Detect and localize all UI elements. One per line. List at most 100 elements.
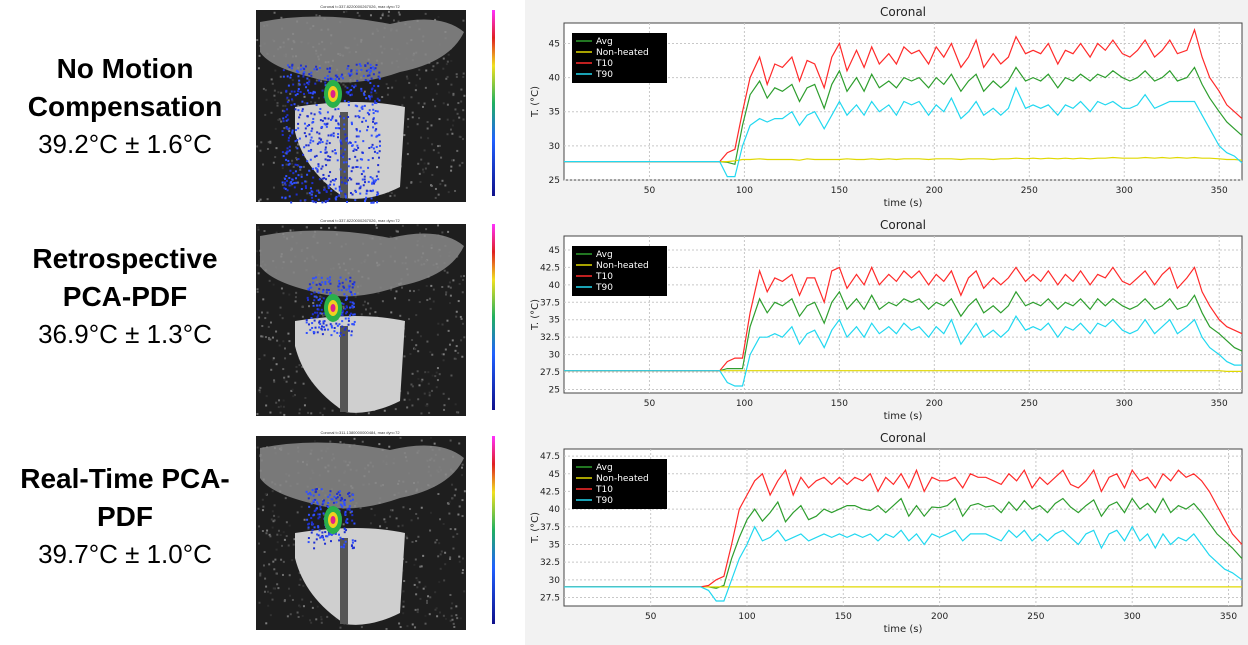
y-tick-label: 35 [549, 108, 560, 118]
mri-thermal-map-2: Coronal t=337.8220000267026, max dyn=72 [250, 216, 495, 426]
row-title-line1: No Motion [56, 53, 194, 84]
row-title-line1: Real-Time PCA- [20, 463, 230, 494]
mri-catheter [340, 538, 348, 624]
series-line-avg [564, 290, 1243, 372]
mri-thermal-overlay [281, 62, 381, 204]
x-tick-label: 200 [931, 612, 948, 622]
chart-title: Coronal [880, 431, 926, 445]
mri-caption: Coronal t=337.8220000267026, max dyn=72 [320, 218, 400, 223]
x-tick-label: 250 [1027, 612, 1044, 622]
y-tick-label: 27.5 [540, 594, 560, 604]
y-axis-label: T. (°C) [530, 512, 541, 544]
row-title-line2: PCA-PDF [62, 281, 188, 312]
series-line-t10 [564, 265, 1243, 372]
legend-entry: Avg [596, 37, 613, 47]
x-tick-label: 100 [736, 399, 753, 409]
mri-phantom [295, 316, 405, 413]
chart-title: Coronal [880, 218, 926, 232]
mri-catheter [340, 326, 348, 412]
temperature-chart-3: Coronal 50 100 150 200 250 300 350 27.5 30 32.5 35 3… [528, 426, 1248, 638]
chart-svg: Coronal 50 100 150 200 250 300 350 25 27.5 30 32.5 3… [530, 218, 1243, 422]
legend-entry: T10 [595, 272, 613, 282]
y-tick-label: 35 [549, 316, 560, 326]
x-tick-label: 50 [644, 399, 656, 409]
row-temperature-value: 39.7°C ± 1.0°C [38, 539, 212, 569]
legend-entry: T90 [595, 283, 613, 293]
y-tick-label: 45 [549, 470, 560, 480]
x-tick-label: 250 [1021, 186, 1038, 196]
y-tick-label: 30 [549, 351, 561, 361]
y-tick-label: 35 [549, 540, 560, 550]
mri-anatomy-upper [260, 442, 464, 509]
mri-anatomy-upper [260, 16, 464, 83]
mri-caption: Coronal t=337.8220000267026, max dyn=72 [320, 4, 400, 9]
x-tick-label: 250 [1021, 399, 1038, 409]
y-tick-label: 40 [549, 281, 561, 291]
temperature-chart-2: Coronal 50 100 150 200 250 300 350 25 27.5 30 32.5 3… [528, 213, 1248, 425]
x-tick-label: 350 [1211, 399, 1228, 409]
y-tick-label: 25 [549, 386, 560, 396]
chart-svg: Coronal 50 100 150 200 250 300 350 27.5 30 32.5 35 3… [530, 431, 1243, 635]
mri-image: Coronal t=311.1380000000484, max dyn=72 [256, 430, 495, 630]
y-tick-label: 32.5 [540, 558, 560, 568]
x-axis-label: time (s) [884, 198, 923, 209]
y-tick-label: 37.5 [540, 523, 560, 533]
y-tick-label: 42.5 [540, 487, 560, 497]
series-line-avg [564, 66, 1243, 166]
x-tick-label: 150 [831, 186, 848, 196]
mri-thermal-map-1: Coronal t=337.8220000267026, max dyn=72 [250, 2, 495, 212]
series-line-t90 [564, 86, 1243, 178]
mri-image: Coronal t=337.8220000267026, max dyn=72 [256, 4, 495, 204]
y-tick-label: 30 [549, 576, 561, 586]
colorbar [492, 436, 495, 624]
colorbar [492, 10, 495, 196]
mri-phantom [295, 528, 405, 625]
legend-entry: Non-heated [596, 474, 649, 484]
row-temperature-value: 36.9°C ± 1.3°C [38, 319, 212, 349]
x-axis-label: time (s) [884, 624, 923, 635]
y-tick-label: 37.5 [540, 298, 560, 308]
legend-entry: T90 [595, 496, 613, 506]
x-tick-label: 100 [736, 186, 753, 196]
y-tick-label: 27.5 [540, 368, 560, 378]
chart-svg: Coronal 50 100 150 200 250 300 350 25 30 35 40 45 tim… [530, 5, 1243, 209]
y-tick-label: 32.5 [540, 333, 560, 343]
mri-image: Coronal t=337.8220000267026, max dyn=72 [256, 218, 495, 416]
series-line-non-heated [564, 156, 1243, 163]
x-tick-label: 50 [645, 612, 657, 622]
x-tick-label: 350 [1220, 612, 1237, 622]
x-tick-label: 300 [1116, 399, 1133, 409]
mri-anatomy-upper [260, 230, 464, 297]
row-temperature-value: 39.2°C ± 1.6°C [38, 129, 212, 159]
row-label-retrospective: Retrospective PCA-PDF 36.9°C ± 1.3°C [0, 240, 250, 352]
legend-entry: Non-heated [596, 261, 649, 271]
legend-entry: Avg [596, 463, 613, 473]
colorbar [492, 224, 495, 410]
x-tick-label: 100 [738, 612, 755, 622]
legend-entry: T10 [595, 59, 613, 69]
x-tick-label: 200 [926, 399, 943, 409]
x-tick-label: 150 [835, 612, 852, 622]
legend-entry: T90 [595, 70, 613, 80]
chart-title: Coronal [880, 5, 926, 19]
series-line-t10 [564, 468, 1243, 588]
series-line-t90 [564, 315, 1242, 387]
series-line-t10 [564, 27, 1243, 163]
row-title-line2: Compensation [27, 91, 223, 122]
legend-entry: Non-heated [596, 48, 649, 58]
y-tick-label: 40 [549, 74, 561, 84]
y-tick-label: 40 [549, 505, 561, 515]
legend-entry: Avg [596, 250, 613, 260]
mri-thermal-map-3: Coronal t=311.1380000000484, max dyn=72 [250, 428, 495, 640]
x-tick-label: 200 [926, 186, 943, 196]
y-tick-label: 47.5 [540, 452, 560, 462]
x-axis-label: time (s) [884, 411, 923, 422]
y-axis-label: T. (°C) [530, 299, 541, 331]
y-tick-label: 42.5 [540, 263, 560, 273]
y-tick-label: 45 [549, 246, 560, 256]
legend-entry: T10 [595, 485, 613, 495]
x-tick-label: 150 [831, 399, 848, 409]
